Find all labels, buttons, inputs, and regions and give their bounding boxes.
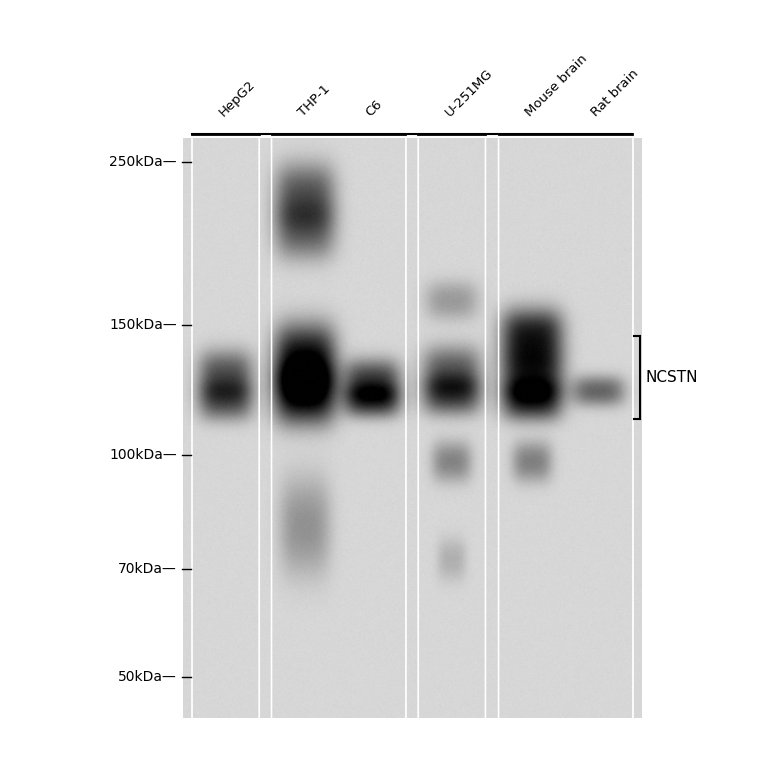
Text: THP-1: THP-1 — [296, 83, 333, 119]
Text: NCSTN: NCSTN — [645, 370, 698, 385]
Text: 150kDa—: 150kDa— — [109, 318, 176, 332]
Text: C6: C6 — [363, 98, 385, 119]
Text: Mouse brain: Mouse brain — [523, 52, 590, 119]
Text: HepG2: HepG2 — [217, 78, 258, 119]
Text: 100kDa—: 100kDa— — [109, 448, 176, 462]
Text: 70kDa—: 70kDa— — [118, 562, 176, 576]
Text: U-251MG: U-251MG — [442, 66, 495, 119]
Text: Rat brain: Rat brain — [589, 67, 642, 119]
Text: 50kDa—: 50kDa— — [118, 670, 176, 684]
Text: 250kDa—: 250kDa— — [109, 154, 176, 169]
